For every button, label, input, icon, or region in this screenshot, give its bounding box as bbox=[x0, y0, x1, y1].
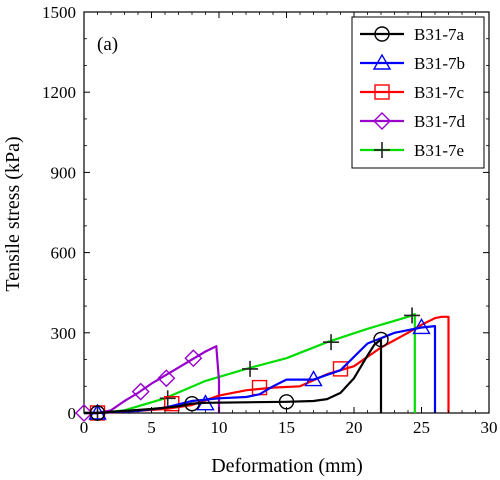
x-axis-title: Deformation (mm) bbox=[211, 455, 363, 477]
y-tick-label: 0 bbox=[68, 404, 77, 423]
series-marker-b31-7b bbox=[412, 318, 431, 335]
legend-entry-b31-7b: B31-7b bbox=[360, 53, 465, 73]
legend-entry-b31-7d: B31-7d bbox=[360, 112, 466, 131]
y-tick-label: 600 bbox=[51, 244, 77, 263]
legend-marker-b31-7b bbox=[372, 53, 392, 70]
series-marker-b31-7d bbox=[157, 369, 176, 388]
series-b31-7e bbox=[84, 307, 421, 421]
series-marker-b31-7d bbox=[75, 404, 93, 422]
y-tick-label: 1200 bbox=[42, 83, 76, 102]
legend-label-b31-7d: B31-7d bbox=[414, 112, 466, 131]
x-tick-label: 5 bbox=[147, 418, 156, 437]
y-tick-label: 1500 bbox=[42, 3, 76, 22]
series-line-b31-7b bbox=[84, 325, 437, 415]
legend-marker-b31-7c bbox=[374, 84, 390, 100]
x-tick-label: 20 bbox=[346, 418, 363, 437]
panel-label: (a) bbox=[97, 34, 118, 55]
legend-entry-b31-7c: B31-7c bbox=[360, 83, 465, 102]
series-marker-b31-7e bbox=[159, 390, 176, 407]
legend-marker-b31-7d bbox=[373, 112, 391, 130]
series-marker-b31-7e bbox=[242, 360, 259, 377]
legend-entry-b31-7a: B31-7a bbox=[360, 25, 465, 44]
y-axis-title: Tensile stress (kPa) bbox=[2, 136, 24, 291]
legend: B31-7a B31-7b B31-7c B31-7d B31-7e bbox=[351, 16, 485, 169]
x-tick-label: 25 bbox=[413, 418, 430, 437]
legend-label-b31-7c: B31-7c bbox=[414, 83, 465, 102]
x-tick-label: 10 bbox=[211, 418, 228, 437]
series-marker-b31-7a bbox=[373, 331, 389, 348]
legend-label-b31-7e: B31-7e bbox=[414, 141, 464, 160]
series-marker-b31-7c bbox=[332, 361, 349, 377]
legend-marker-b31-7e bbox=[374, 142, 390, 158]
x-tick-label: 0 bbox=[80, 418, 89, 437]
series-b31-7b bbox=[84, 318, 437, 420]
series-marker-b31-7e bbox=[404, 307, 421, 324]
x-tick-label: 30 bbox=[481, 418, 498, 437]
y-tick-label: 900 bbox=[51, 163, 77, 182]
series-marker-b31-7d bbox=[131, 382, 150, 401]
legend-entry-b31-7e: B31-7e bbox=[360, 141, 464, 160]
legend-marker-b31-7a bbox=[374, 26, 390, 42]
legend-label-b31-7b: B31-7b bbox=[414, 54, 465, 73]
x-tick-label: 15 bbox=[278, 418, 295, 437]
series-marker-b31-7b bbox=[304, 370, 323, 387]
series-marker-b31-7a bbox=[89, 405, 106, 421]
series-group bbox=[75, 307, 450, 422]
y-tick-label: 300 bbox=[51, 324, 77, 343]
series-marker-b31-7d bbox=[184, 349, 203, 368]
series-marker-b31-7e bbox=[323, 334, 340, 351]
legend-label-b31-7a: B31-7a bbox=[414, 25, 465, 44]
